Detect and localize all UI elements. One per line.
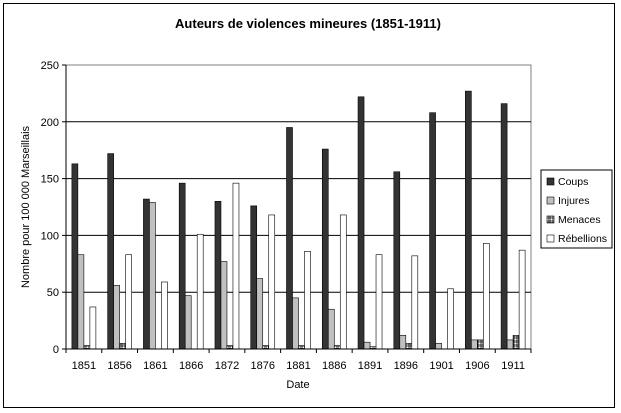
x-tick-label: 1872 — [215, 360, 239, 372]
y-tick-label: 250 — [41, 60, 59, 72]
bar-menaces — [83, 345, 91, 350]
bar-coups — [429, 112, 436, 350]
legend-label-injures: Injures — [558, 195, 590, 207]
x-tick-label: 1851 — [72, 360, 96, 372]
legend-swatch-injures — [546, 196, 555, 205]
bar-menaces — [405, 343, 413, 350]
bar-rébellions — [447, 288, 454, 350]
x-tick-label: 1861 — [143, 360, 167, 372]
x-tick-label: 1876 — [250, 360, 274, 372]
bar-injures — [220, 261, 228, 350]
bar-injures — [256, 278, 264, 350]
bar-coups — [178, 182, 186, 350]
legend: Coups Injures Menaces Rébellions — [540, 169, 613, 249]
x-tick-label: 1886 — [322, 360, 346, 372]
bar-injures — [149, 202, 156, 350]
x-tick-label: 1881 — [286, 360, 310, 372]
bar-injures — [77, 254, 85, 350]
bar-rébellions — [411, 255, 419, 350]
bar-menaces — [333, 345, 341, 350]
bars — [71, 90, 526, 350]
bar-coups — [107, 153, 114, 350]
axes: 0 50 100 150 200 250 1851 1856 1861 1866 1872 1876 1… — [41, 60, 532, 372]
y-tick-label: 50 — [47, 287, 59, 299]
bar-injures — [506, 339, 514, 350]
bar-menaces — [512, 335, 520, 350]
legend-swatch-rébellions — [546, 234, 555, 243]
bar-rébellions — [161, 281, 168, 350]
bar-coups — [500, 103, 508, 350]
y-tick-label: 100 — [41, 230, 59, 242]
bar-injures — [327, 308, 335, 350]
bar-rébellions — [125, 254, 132, 350]
bar-coups — [250, 205, 258, 350]
x-tick-label: 1891 — [358, 360, 382, 372]
bar-rébellions — [518, 249, 526, 350]
legend-label-coups: Coups — [558, 176, 588, 188]
legend-swatch-coups — [546, 177, 555, 186]
bar-rébellions — [89, 306, 97, 350]
bar-coups — [71, 163, 79, 350]
x-tick-label: 1866 — [179, 360, 203, 372]
bar-menaces — [477, 339, 484, 350]
x-tick-label: 1896 — [394, 360, 418, 372]
x-tick-label: 1911 — [501, 360, 525, 372]
bar-menaces — [298, 345, 305, 350]
bar-coups — [357, 96, 365, 350]
chart-title: Auteurs de violences mineures (1851-1911… — [175, 16, 441, 31]
y-axis-label: Nombre pour 100 000 Marseillais — [20, 125, 32, 288]
bar-rébellions — [339, 214, 347, 350]
bar-rébellions — [375, 254, 383, 350]
legend-label-rébellions: Rébellions — [558, 233, 607, 245]
bar-injures — [292, 297, 299, 350]
bar-coups — [214, 201, 222, 350]
bar-coups — [321, 148, 329, 350]
y-tick-label: 0 — [53, 344, 59, 356]
bar-injures — [113, 285, 120, 350]
bar-rébellions — [232, 182, 240, 350]
bar-rébellions — [196, 233, 204, 350]
bar-coups — [286, 127, 293, 350]
bar-menaces — [119, 343, 126, 350]
x-tick-label: 1906 — [465, 360, 489, 372]
bar-menaces — [226, 345, 234, 350]
bar-injures — [363, 341, 371, 350]
bar-rébellions — [483, 243, 490, 350]
bar-coups — [465, 90, 472, 350]
y-tick-label: 150 — [41, 174, 59, 186]
bar-injures — [471, 339, 478, 350]
x-tick-label: 1901 — [429, 360, 453, 372]
chart-svg: Auteurs de violences mineures (1851-1911… — [20, 16, 613, 391]
bar-coups — [393, 171, 401, 350]
bar-menaces — [262, 345, 270, 350]
x-axis-label: Date — [286, 379, 309, 391]
y-tick-label: 200 — [41, 117, 59, 129]
chart-frame: Auteurs de violences mineures (1851-1911… — [3, 3, 615, 408]
bar-injures — [435, 343, 442, 350]
bar-injures — [399, 335, 407, 350]
legend-label-menaces: Menaces — [558, 214, 601, 226]
bar-rébellions — [304, 251, 311, 350]
x-tick-label: 1856 — [107, 360, 131, 372]
bar-coups — [143, 198, 150, 350]
bar-injures — [184, 295, 192, 350]
bar-rébellions — [268, 214, 276, 350]
legend-swatch-menaces — [546, 215, 555, 224]
